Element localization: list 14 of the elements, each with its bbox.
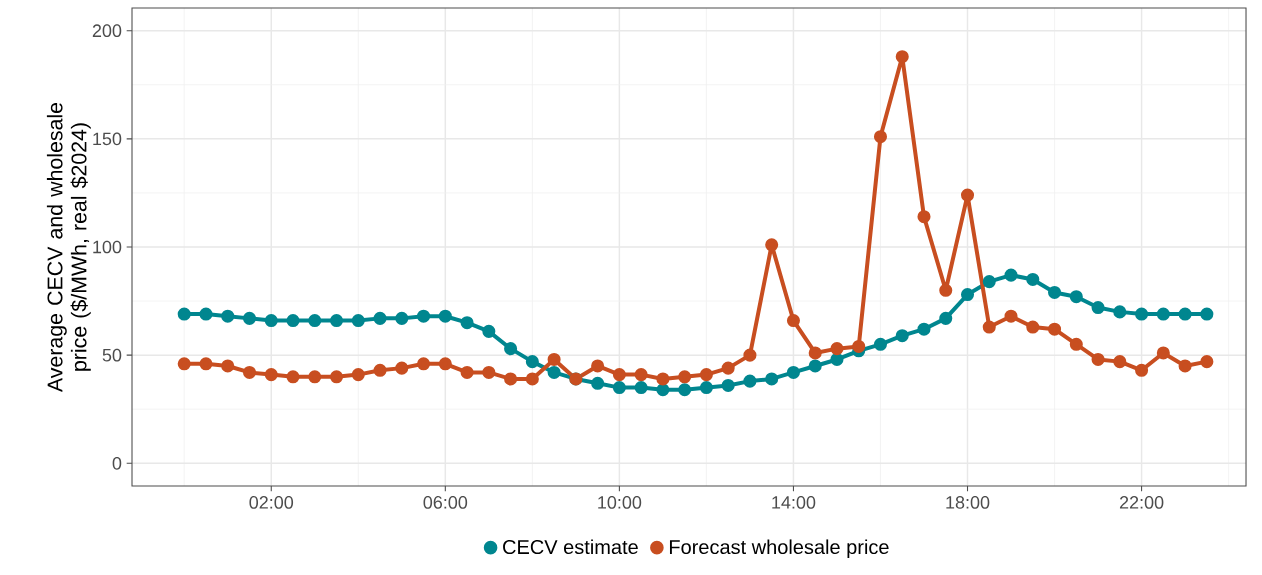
y-tick-label: 50 xyxy=(102,348,122,362)
y-tick-label: 0 xyxy=(112,456,122,470)
x-tick-label: 02:00 xyxy=(249,496,294,509)
y-tick-label: 100 xyxy=(93,240,122,254)
y-tick-label: 200 xyxy=(92,24,122,38)
legend-label: Forecast wholesale price xyxy=(669,539,889,559)
x-tick-label: 10:00 xyxy=(598,496,642,509)
y-axis-title: Average CECV and wholesale price ($/MWh, real $2024) xyxy=(46,102,91,393)
x-tick-label: 06:00 xyxy=(423,496,468,509)
y-tick-label: 150 xyxy=(93,132,122,146)
legend-label: CECV estimate xyxy=(503,539,638,555)
x-tick-label: 14:00 xyxy=(772,496,816,509)
x-tick-label: 18:00 xyxy=(946,496,990,509)
x-tick-label: 22:00 xyxy=(1119,496,1164,509)
